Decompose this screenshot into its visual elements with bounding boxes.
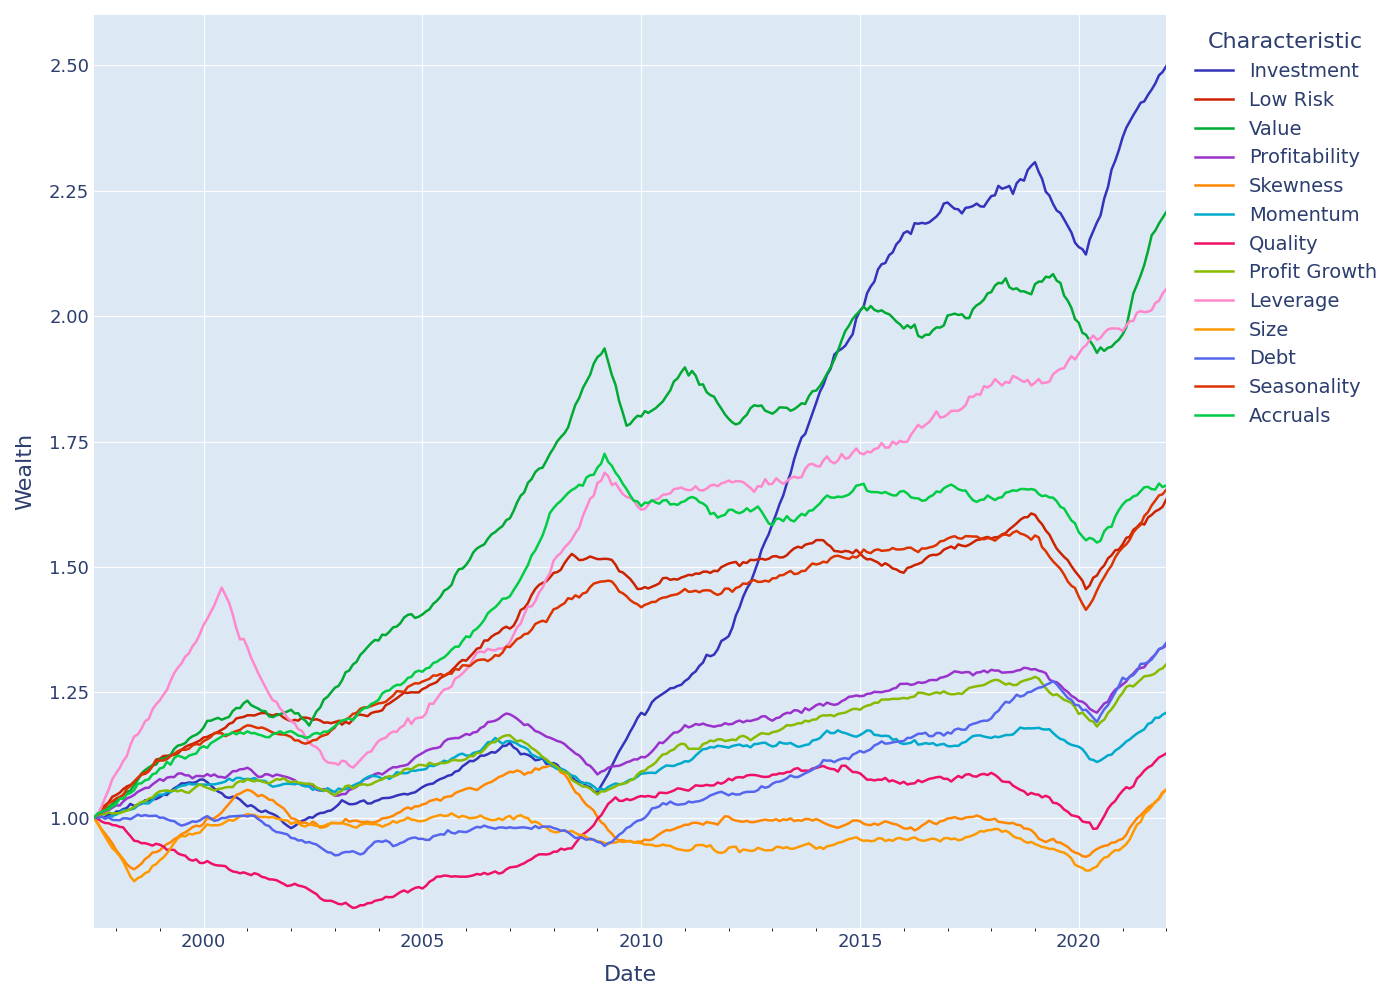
- Line: Momentum: Momentum: [94, 713, 1166, 819]
- Line: Leverage: Leverage: [94, 289, 1166, 818]
- Line: Low Risk: Low Risk: [94, 499, 1166, 818]
- Line: Value: Value: [94, 212, 1166, 818]
- Line: Quality: Quality: [94, 753, 1166, 908]
- Line: Size: Size: [94, 789, 1166, 881]
- X-axis label: Date: Date: [603, 965, 657, 985]
- Line: Skewness: Skewness: [94, 766, 1166, 869]
- Line: Profit Growth: Profit Growth: [94, 664, 1166, 818]
- Line: Seasonality: Seasonality: [94, 490, 1166, 818]
- Line: Accruals: Accruals: [94, 454, 1166, 818]
- Line: Debt: Debt: [94, 643, 1166, 855]
- Y-axis label: Wealth: Wealth: [15, 433, 35, 510]
- Line: Profitability: Profitability: [94, 646, 1166, 818]
- Line: Investment: Investment: [94, 66, 1166, 828]
- Legend: Investment, Low Risk, Value, Profitability, Skewness, Momentum, Quality, Profit : Investment, Low Risk, Value, Profitabili…: [1187, 25, 1385, 434]
